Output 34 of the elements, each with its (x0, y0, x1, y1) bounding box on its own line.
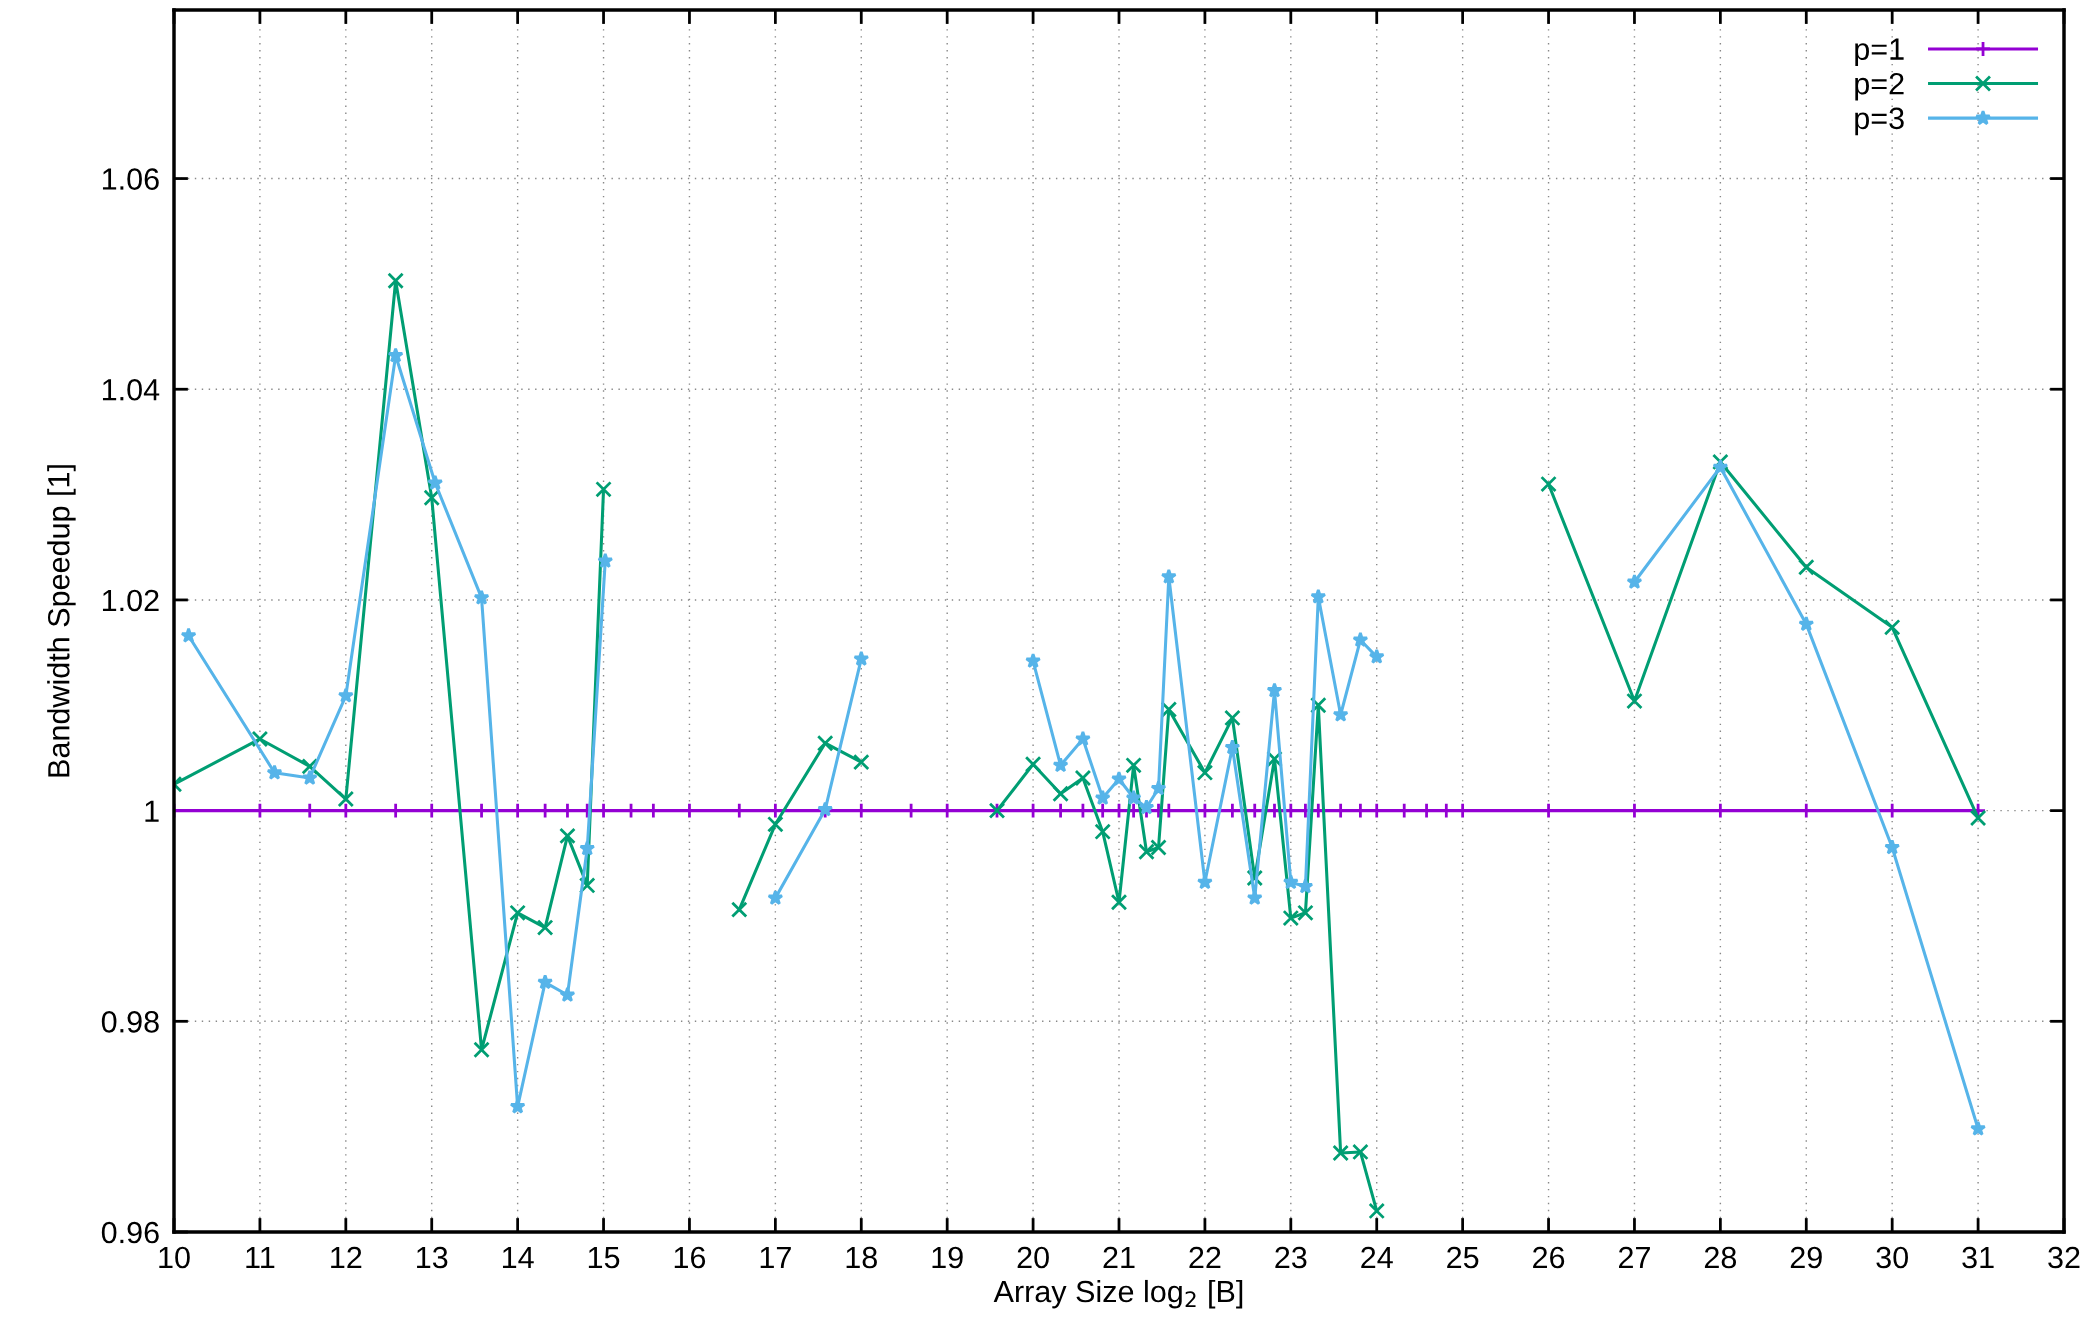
y-tick-label: 1.06 (102, 168, 159, 190)
x-tick-label: 17 (760, 1247, 791, 1269)
x-tick-label: 22 (1189, 1246, 1221, 1269)
y-tick-label: 0.98 (101, 1011, 159, 1033)
x-tick-label: 27 (1619, 1246, 1650, 1269)
y-tick-label: 0.96 (101, 1221, 159, 1244)
x-tick-label: 23 (1275, 1246, 1307, 1269)
y-tick-label: 1.04 (102, 378, 160, 401)
x-tick-label: 32 (2048, 1246, 2080, 1269)
x-tick-label: 26 (1533, 1246, 1565, 1269)
x-tick-label: 25 (1447, 1246, 1479, 1269)
legend-label: p=3 (1855, 107, 1904, 136)
x-tick-label: 11 (246, 1247, 275, 1269)
x-tick-label: 28 (1704, 1246, 1737, 1269)
y-tick-label: 1.02 (102, 589, 159, 612)
x-tick-label: 20 (1017, 1246, 1049, 1269)
x-tick-label: 10 (159, 1246, 190, 1269)
x-tick-label: 16 (674, 1246, 706, 1269)
y-axis-title: Bandwidth Speedup [1] (47, 465, 76, 777)
x-tick-label: 13 (417, 1246, 448, 1269)
x-tick-label: 30 (1876, 1246, 1908, 1269)
y-tick-label: 1 (145, 800, 159, 822)
legend-label: p=2 (1855, 72, 1904, 101)
x-tick-label: 15 (588, 1247, 620, 1269)
x-axis-title: Array Size log$_{2}$ [B] (993, 1279, 1243, 1309)
x-tick-label: 31 (1962, 1246, 1994, 1269)
x-tick-label: 19 (932, 1246, 963, 1269)
legend-label: p=1 (1855, 38, 1904, 66)
x-tick-label: 21 (1103, 1246, 1135, 1269)
x-tick-label: 18 (846, 1246, 877, 1269)
x-tick-label: 29 (1790, 1246, 1822, 1269)
x-tick-label: 12 (331, 1246, 362, 1269)
x-tick-label: 24 (1361, 1246, 1393, 1269)
x-tick-label: 14 (502, 1247, 534, 1269)
